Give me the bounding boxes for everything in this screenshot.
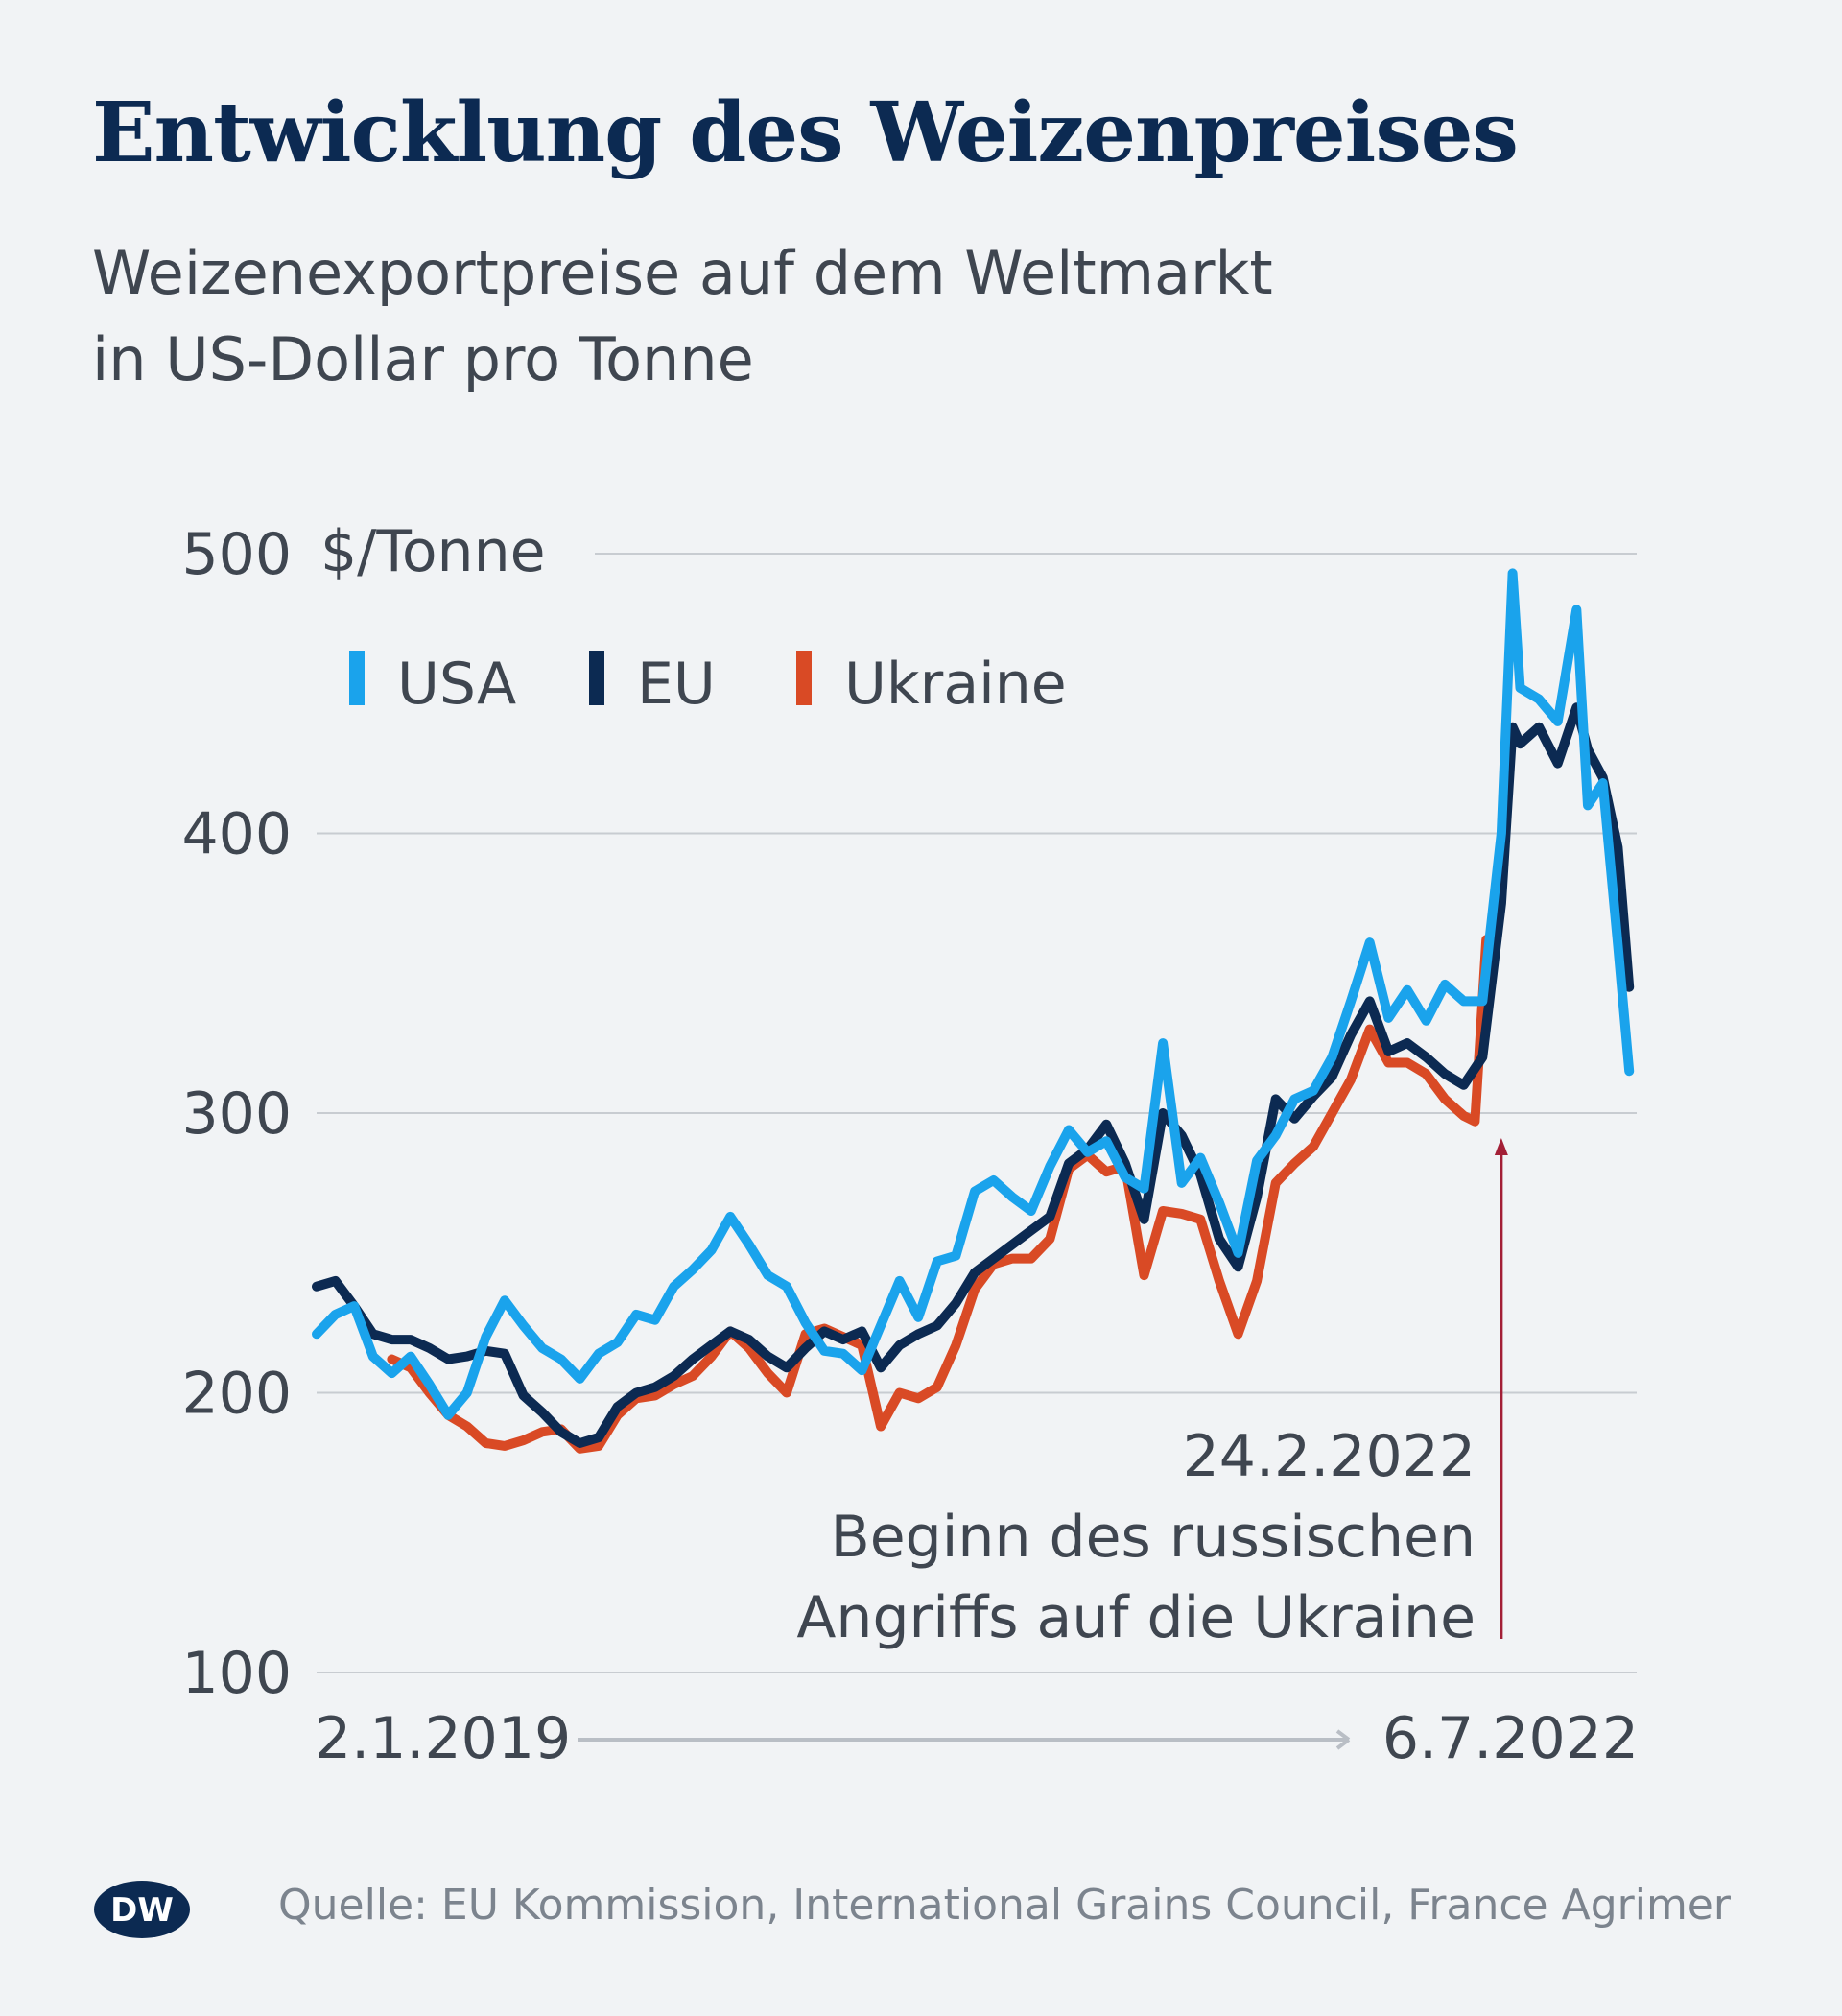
legend-label-eu: EU: [637, 651, 716, 718]
annotation-line-1: Beginn des russischen: [831, 1504, 1476, 1571]
subtitle-line-1: Weizenexportpreise auf dem Weltmarkt: [92, 238, 1273, 308]
dw-logo-badge: [94, 1881, 190, 1938]
series-line-ukraine: [387, 935, 1492, 1454]
legend: USA EU Ukraine: [349, 651, 1067, 718]
dw-logo: DW: [94, 1881, 190, 1938]
y-unit-label: $/Tonne: [320, 518, 546, 585]
series-line-eu: [312, 702, 1635, 1448]
x-start-label: 2.1.2019: [315, 1705, 571, 1772]
y-axis-labels: 100 200 300 400 500: [181, 521, 292, 1707]
series-lines: [312, 568, 1635, 1454]
subtitle-line-2: in US-Dollar pro Tonne: [92, 324, 754, 394]
y-tick-label-500: 500: [181, 521, 292, 588]
legend-item-ukraine: Ukraine: [796, 651, 1067, 718]
source-note: Quelle: EU Kommission, International Gra…: [278, 1881, 1731, 1930]
legend-swatch-ukraine: [796, 651, 812, 705]
legend-item-eu: EU: [589, 651, 716, 718]
x-arrow-head-lower: [1335, 1738, 1351, 1750]
y-tick-label-200: 200: [181, 1361, 292, 1428]
annotation-arrowhead: [1494, 1138, 1508, 1155]
annotation-text: 24.2.2022 Beginn des russischen Angriffs…: [796, 1423, 1476, 1651]
dw-logo-text: DW: [110, 1891, 174, 1930]
series-line-usa: [312, 568, 1635, 1420]
chart-subtitle: Weizenexportpreise auf dem Weltmarkt in …: [92, 230, 1273, 403]
grid-lines: [317, 553, 1637, 1673]
y-tick-label-400: 400: [181, 801, 292, 868]
x-end-label: 6.7.2022: [1382, 1705, 1639, 1772]
legend-swatch-eu: [589, 651, 604, 705]
y-tick-label-300: 300: [181, 1080, 292, 1148]
legend-label-ukraine: Ukraine: [844, 651, 1067, 718]
legend-swatch-usa: [349, 651, 365, 705]
annotation-date: 24.2.2022: [1183, 1423, 1476, 1490]
legend-label-usa: USA: [397, 651, 516, 718]
y-tick-label-100: 100: [181, 1640, 292, 1707]
x-arrow-head-upper: [1335, 1729, 1351, 1742]
chart-title: Entwicklung des Weizenpreises: [92, 84, 1519, 181]
legend-item-usa: USA: [349, 651, 516, 718]
annotation-line-2: Angriffs auf die Ukraine: [796, 1584, 1476, 1651]
